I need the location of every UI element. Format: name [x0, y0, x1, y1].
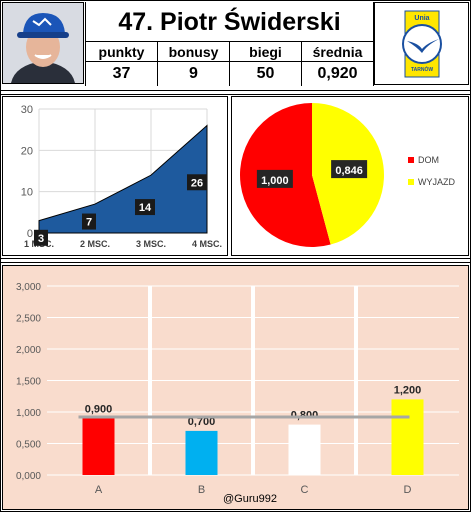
- header-divider: [85, 2, 86, 86]
- data-label-box: [135, 199, 155, 216]
- data-label-box: [34, 229, 48, 246]
- y-tick-label: 1,000: [16, 408, 41, 419]
- legend-label: WYJAZD: [418, 177, 455, 187]
- data-label-box: [331, 160, 368, 179]
- data-label: 7: [86, 217, 92, 229]
- x-tick-label: 3 MSC.: [136, 239, 166, 249]
- header-divider: [373, 2, 374, 86]
- data-label: 0,900: [85, 403, 113, 415]
- data-label: 1,000: [261, 175, 289, 187]
- stat-label-average: średnia: [312, 44, 363, 60]
- stat-value-bonus: 9: [189, 65, 198, 82]
- rider-name: 47. Piotr Świderski: [118, 8, 341, 36]
- header-divider: [229, 41, 230, 86]
- logo-top-text: Unia: [414, 15, 429, 22]
- y-tick-label: 2,500: [16, 314, 41, 325]
- data-label: 14: [139, 202, 152, 214]
- y-tick-label: 1,500: [16, 377, 41, 388]
- y-tick-label: 0,500: [16, 440, 41, 451]
- data-label: 0,846: [335, 165, 363, 177]
- watermark: @Guru992: [223, 493, 277, 505]
- rider-photo: [2, 2, 84, 84]
- data-label-box: [256, 169, 293, 188]
- y-tick-label: 10: [21, 187, 33, 199]
- stat-value-average: 0,920: [317, 65, 358, 82]
- header-divider: [157, 41, 158, 86]
- legend-label: DOM: [418, 155, 439, 165]
- x-tick-label: B: [198, 484, 205, 496]
- pie-chart: 1,000 0,846 DOM WYJAZD: [240, 103, 455, 247]
- stat-value-heats: 50: [256, 65, 275, 82]
- stat-label-bonus: bonusy: [168, 44, 219, 60]
- stat-value-points: 37: [112, 65, 131, 82]
- bar: [82, 418, 115, 475]
- section-separator: [0, 258, 471, 263]
- data-label: 3: [38, 233, 44, 245]
- legend-swatch: [408, 179, 414, 185]
- y-tick-label: 0,000: [16, 471, 41, 482]
- bar-chart: 0,000 0,500 1,000 1,500 2,000 2,500 3,000 0,900…: [16, 282, 459, 505]
- legend-swatch: [408, 157, 414, 163]
- y-tick-label: 3,000: [16, 282, 41, 293]
- club-logo: Unia TARNÓW: [374, 2, 469, 85]
- section-separator: [0, 90, 471, 95]
- bar-chart-panel: 0,000 0,500 1,000 1,500 2,000 2,500 3,000 0,900…: [2, 265, 469, 510]
- bar: [391, 399, 424, 475]
- x-tick-label: 2 MSC.: [80, 239, 110, 249]
- x-tick-label: C: [301, 484, 309, 496]
- x-tick-label: 4 MSC.: [192, 239, 222, 249]
- data-label: 1,200: [394, 384, 422, 396]
- data-label: 0,700: [188, 416, 216, 428]
- header-divider: [301, 41, 302, 86]
- y-tick-label: 0: [27, 228, 33, 240]
- x-tick-label: D: [404, 484, 412, 496]
- y-tick-label: 20: [21, 145, 33, 157]
- data-label-box: [82, 213, 96, 230]
- logo-bottom-text: TARNÓW: [411, 65, 433, 73]
- data-label-box: [187, 174, 207, 191]
- area-series: [38, 124, 208, 234]
- bar: [288, 424, 321, 475]
- stat-label-heats: biegi: [249, 44, 282, 60]
- stat-label-points: punkty: [98, 44, 145, 60]
- pie-chart-panel: 1,000 0,846 DOM WYJAZD: [231, 96, 469, 256]
- y-tick-label: 2,000: [16, 345, 41, 356]
- x-tick-label: A: [95, 484, 103, 496]
- data-label: 26: [191, 177, 203, 189]
- y-tick-label: 30: [21, 104, 33, 116]
- bar: [185, 430, 218, 475]
